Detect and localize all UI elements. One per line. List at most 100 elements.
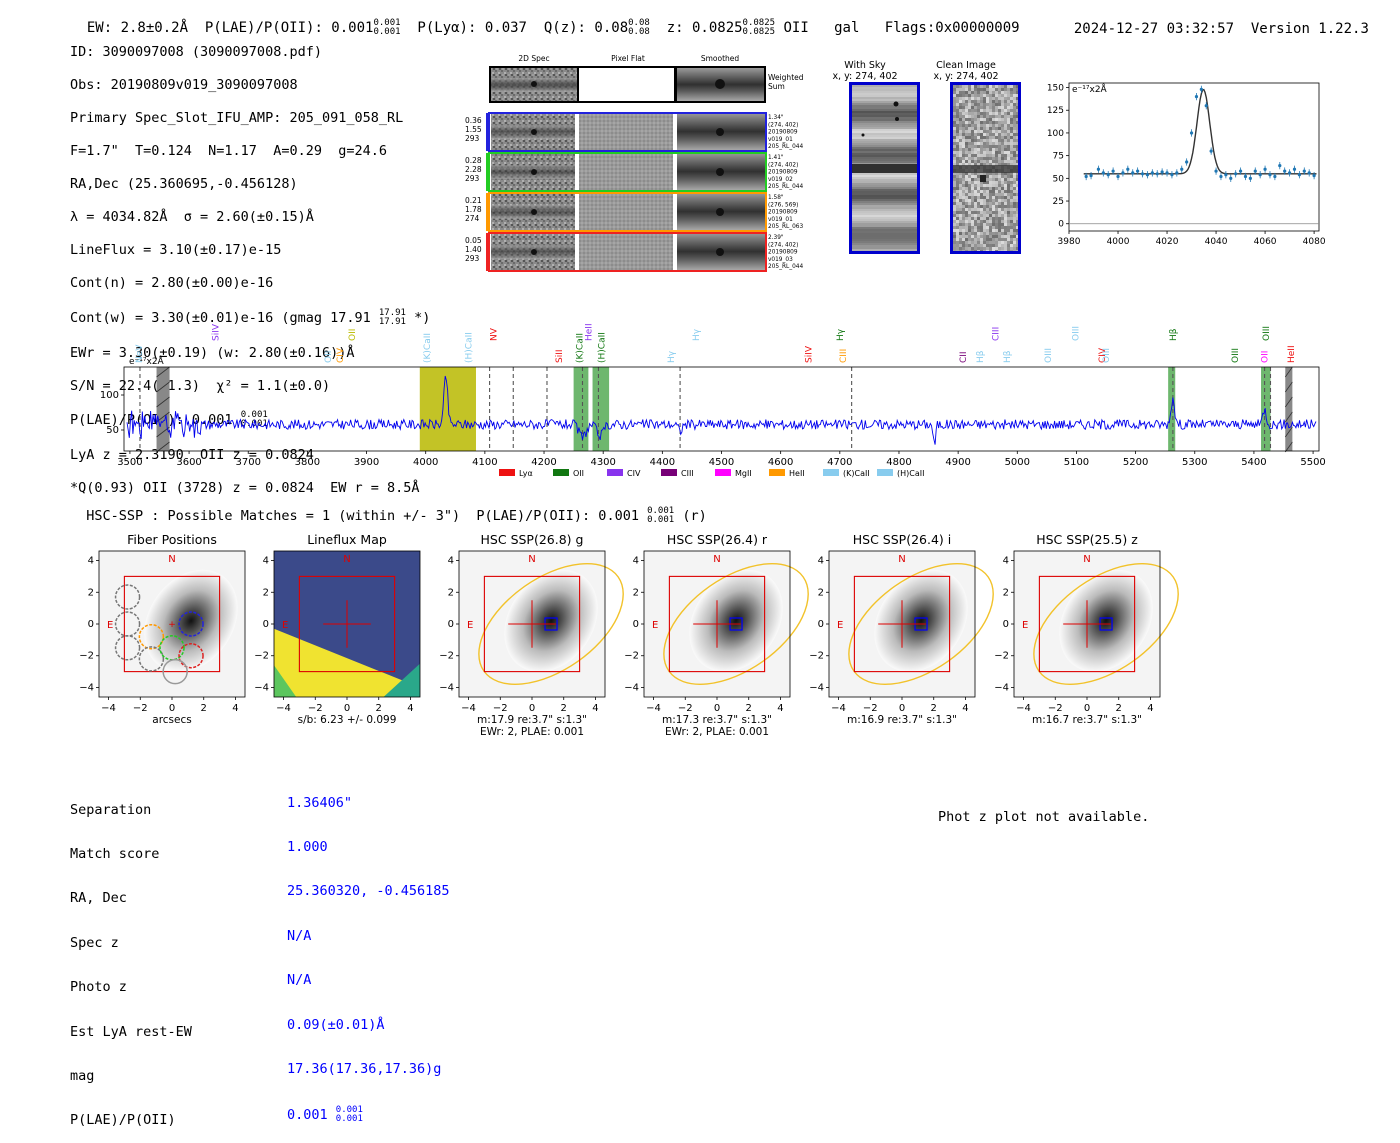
- hsc-xtick-label: −4: [101, 703, 116, 714]
- clean-pixel: [959, 118, 963, 121]
- clean-pixel: [953, 193, 957, 196]
- clean-pixel: [1013, 136, 1017, 139]
- clean-pixel: [1001, 124, 1005, 127]
- cutout-right-label: v019_02: [768, 177, 793, 183]
- clean-pixel: [974, 232, 978, 235]
- clean-pixel: [974, 91, 978, 94]
- clean-pixel: [965, 124, 969, 127]
- clean-pixel: [1001, 244, 1005, 247]
- clean-pixel: [1010, 202, 1014, 205]
- clean-pixel: [989, 139, 993, 142]
- spec-line-label: Hβ: [976, 350, 986, 363]
- clean-pixel: [986, 127, 990, 130]
- clean-pixel: [980, 172, 984, 175]
- clean-pixel: [974, 118, 978, 121]
- clean-pixel: [980, 133, 984, 136]
- clean-pixel: [956, 184, 960, 187]
- clean-pixel: [1001, 127, 1005, 130]
- clean-pixel: [986, 88, 990, 91]
- match-label-score: Match score: [70, 845, 160, 862]
- clean-pixel: [971, 244, 975, 247]
- clean-pixel: [974, 112, 978, 115]
- clean-pixel: [1004, 136, 1008, 139]
- sky-band: [852, 161, 918, 163]
- clean-pixel: [971, 211, 975, 214]
- clean-pixel: [1004, 202, 1008, 205]
- clean-pixel: [1007, 163, 1011, 166]
- clean-pixel: [959, 226, 963, 229]
- cutout-right-label: (274, 402): [768, 122, 798, 128]
- clean-pixel: [974, 133, 978, 136]
- clean-pixel: [956, 205, 960, 208]
- spec-xtick-label: 4000: [413, 457, 438, 468]
- clean-pixel: [974, 160, 978, 163]
- clean-pixel: [962, 232, 966, 235]
- spec-line-label: OIII: [1231, 348, 1241, 363]
- clean-pixel: [971, 148, 975, 151]
- clean-pixel: [962, 199, 966, 202]
- clean-pixel: [974, 205, 978, 208]
- clean-pixel: [1010, 181, 1014, 184]
- clean-pixel: [995, 142, 999, 145]
- sky-band: [852, 247, 918, 249]
- clean-pixel: [995, 247, 999, 250]
- spec-xtick-label: 4100: [472, 457, 497, 468]
- clean-pixel: [956, 130, 960, 133]
- clean-pixel: [989, 190, 993, 193]
- clean-pixel: [968, 247, 972, 250]
- cutout-left-label: 0.05: [465, 236, 482, 245]
- clean-pixel: [977, 163, 981, 166]
- clean-pixel: [953, 115, 957, 118]
- clean-pixel: [995, 145, 999, 148]
- hsc-xtick-label: 4: [778, 703, 784, 714]
- clean-pixel: [998, 130, 1002, 133]
- clean-pixel: [1016, 142, 1020, 145]
- spec-hatch: [1285, 396, 1293, 408]
- clean-pixel: [956, 109, 960, 112]
- sky-band: [852, 153, 918, 155]
- clean-pixel: [1016, 217, 1020, 220]
- sky-artifact: [861, 133, 865, 137]
- hsc-ytick-label: 4: [448, 556, 454, 567]
- clean-pixel: [1010, 148, 1014, 151]
- clean-pixel: [986, 133, 990, 136]
- clean-pixel: [1013, 232, 1017, 235]
- hsc-panel-sub1: m:17.3 re:3.7" s:1.3": [662, 714, 772, 726]
- spec-legend-swatch: [715, 469, 732, 476]
- clean-pixel: [971, 142, 975, 145]
- clean-pixel: [986, 238, 990, 241]
- line-zoom-svg: 3980 4000 4020 4040 4060 40800255075100125150…: [1047, 82, 1326, 247]
- clean-pixel: [974, 157, 978, 160]
- clean-pixel: [1007, 244, 1011, 247]
- clean-pixel: [965, 241, 969, 244]
- match-value-photoz: N/A: [287, 972, 312, 989]
- spec-xtick-label: 5300: [1182, 457, 1207, 468]
- clean-pixel: [953, 145, 957, 148]
- clean-pixel: [968, 229, 972, 232]
- clean-pixel: [974, 85, 978, 88]
- clean-pixel: [974, 94, 978, 97]
- clean-pixel: [962, 244, 966, 247]
- clean-pixel: [965, 136, 969, 139]
- clean-pixel: [1004, 244, 1008, 247]
- hsc-compass-n: N: [899, 554, 906, 565]
- clean-pixel: [992, 106, 996, 109]
- zoom-ytick-label: 125: [1047, 106, 1064, 116]
- clean-pixel: [1013, 208, 1017, 211]
- spec-line-label: CIV: [336, 347, 346, 363]
- hsc-ytick-label: −2: [995, 651, 1010, 662]
- clean-pixel: [983, 172, 987, 175]
- clean-pixel: [1010, 151, 1014, 154]
- clean-pixel: [986, 94, 990, 97]
- sky-band: [852, 189, 918, 191]
- clean-pixel: [1004, 172, 1008, 175]
- clean-pixel: [956, 100, 960, 103]
- clean-pixel: [995, 127, 999, 130]
- clean-pixel: [1007, 211, 1011, 214]
- clean-pixel: [995, 217, 999, 220]
- clean-pixel: [953, 142, 957, 145]
- clean-pixel: [1016, 187, 1020, 190]
- clean-pixel: [1004, 100, 1008, 103]
- zoom-xtick-label: 3980: [1058, 237, 1081, 247]
- sky-band: [852, 233, 918, 235]
